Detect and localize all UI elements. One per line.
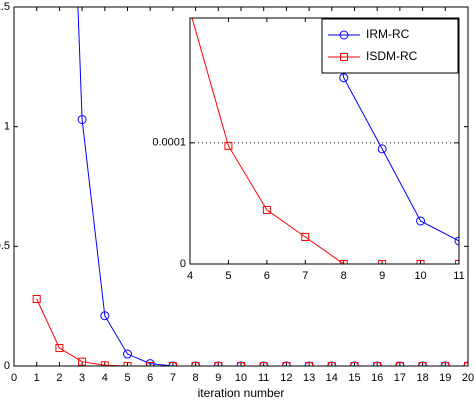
x-tick-label: 12 bbox=[280, 372, 292, 384]
x-tick-label: 8 bbox=[341, 270, 347, 282]
axes-box bbox=[189, 17, 460, 265]
x-tick-label: 16 bbox=[371, 372, 383, 384]
x-tick-label: 3 bbox=[79, 372, 85, 384]
y-tick-label: 1.5 bbox=[0, 1, 10, 13]
x-tick-label: 5 bbox=[124, 372, 130, 384]
marker bbox=[123, 362, 132, 366]
x-tick-label: 17 bbox=[394, 372, 406, 384]
x-tick-label: 5 bbox=[225, 270, 231, 282]
marker bbox=[395, 362, 404, 366]
marker bbox=[373, 362, 382, 366]
x-tick-label: 11 bbox=[453, 270, 464, 282]
axes-box bbox=[13, 6, 469, 367]
x-tick-label: 14 bbox=[326, 372, 338, 384]
x-tick-label: 7 bbox=[302, 270, 308, 282]
marker bbox=[224, 141, 233, 150]
x-tick-label: 9 bbox=[215, 372, 221, 384]
legend-label: ISDM-RC bbox=[366, 49, 418, 63]
marker bbox=[123, 349, 132, 359]
x-tick-label: 1 bbox=[34, 372, 40, 384]
series-line bbox=[77, 7, 468, 366]
series-line bbox=[191, 18, 459, 264]
marker bbox=[100, 361, 109, 366]
x-tick-label: 8 bbox=[193, 372, 199, 384]
marker bbox=[168, 362, 177, 366]
x-tick-label: 18 bbox=[416, 372, 428, 384]
x-tick-label: 2 bbox=[56, 372, 62, 384]
x-tick-label: 19 bbox=[439, 372, 451, 384]
y-tick-label: 0.0001 bbox=[152, 137, 186, 149]
y-tick-label: 0 bbox=[180, 258, 186, 270]
marker bbox=[100, 311, 110, 321]
marker bbox=[78, 357, 87, 366]
marker bbox=[55, 344, 64, 353]
x-tick-label: 11 bbox=[258, 372, 269, 384]
marker bbox=[237, 362, 245, 366]
x-axis-label: iteration number bbox=[198, 386, 285, 400]
marker bbox=[77, 114, 87, 124]
x-tick-label: 20 bbox=[462, 372, 474, 384]
marker bbox=[259, 362, 268, 366]
marker bbox=[441, 362, 450, 366]
x-tick-label: 6 bbox=[264, 270, 270, 282]
x-tick-label: 0 bbox=[11, 372, 17, 384]
marker bbox=[305, 362, 314, 366]
marker bbox=[377, 144, 387, 154]
marker bbox=[301, 232, 310, 241]
x-tick-label: 7 bbox=[170, 372, 176, 384]
x-tick-label: 13 bbox=[303, 372, 315, 384]
series-group bbox=[32, 7, 468, 366]
marker bbox=[146, 362, 155, 366]
y-tick-label: 0.5 bbox=[0, 240, 10, 252]
series-group bbox=[191, 18, 459, 264]
x-tick-label: 10 bbox=[235, 372, 247, 384]
marker bbox=[339, 260, 348, 264]
marker bbox=[327, 362, 336, 366]
marker bbox=[282, 362, 291, 366]
marker bbox=[418, 362, 427, 366]
legend-marker bbox=[340, 53, 348, 61]
legend-marker bbox=[339, 30, 349, 40]
marker bbox=[262, 205, 271, 214]
marker bbox=[378, 260, 387, 264]
marker bbox=[416, 216, 426, 226]
marker bbox=[350, 362, 359, 366]
marker bbox=[454, 236, 459, 246]
legend-label: IRM-RC bbox=[366, 27, 410, 41]
x-tick-label: 10 bbox=[414, 270, 426, 282]
marker bbox=[191, 362, 200, 366]
series-line bbox=[333, 18, 459, 242]
x-tick-label: 4 bbox=[102, 372, 108, 384]
marker bbox=[339, 73, 349, 83]
x-tick-label: 9 bbox=[379, 270, 385, 282]
y-tick-label: 0 bbox=[4, 360, 10, 372]
marker bbox=[214, 362, 223, 366]
y-tick-label: 1 bbox=[4, 121, 10, 133]
legend-box bbox=[321, 18, 459, 74]
x-tick-label: 4 bbox=[187, 270, 193, 282]
x-tick-label: 6 bbox=[147, 372, 153, 384]
marker bbox=[416, 260, 425, 264]
marker bbox=[32, 294, 41, 303]
x-tick-label: 15 bbox=[348, 372, 360, 384]
